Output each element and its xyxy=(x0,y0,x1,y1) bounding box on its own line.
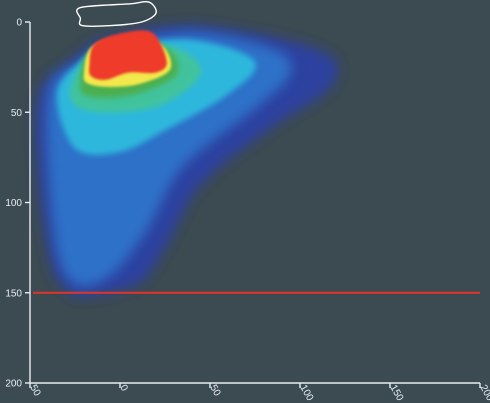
x-tick-label: 50 xyxy=(27,383,42,399)
annotations xyxy=(76,0,157,27)
density-heatmap xyxy=(35,24,339,297)
density-level-7 xyxy=(88,30,167,80)
outline-annotation-1 xyxy=(76,0,157,27)
y-tick-label: 0 xyxy=(16,18,22,29)
y-tick-label: 50 xyxy=(11,108,23,119)
x-tick-label: 150 xyxy=(387,383,405,403)
y-tick-label: 100 xyxy=(5,198,22,209)
x-tick-label: 200 xyxy=(477,383,490,403)
y-tick-label: 200 xyxy=(5,379,22,390)
x-tick-label: 0 xyxy=(117,383,130,394)
x-tick-label: 100 xyxy=(297,383,315,403)
y-tick-label: 150 xyxy=(5,288,22,299)
x-tick-label: 50 xyxy=(207,383,222,399)
